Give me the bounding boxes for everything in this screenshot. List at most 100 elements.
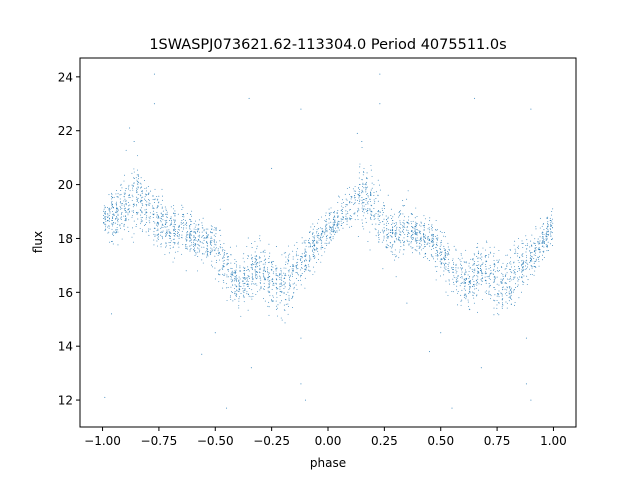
data-point xyxy=(390,208,392,210)
data-point xyxy=(129,204,131,206)
data-point xyxy=(109,210,111,212)
data-point xyxy=(466,278,468,280)
data-point xyxy=(440,262,442,264)
data-point xyxy=(162,213,164,215)
data-point xyxy=(264,251,266,253)
data-point xyxy=(407,232,409,234)
data-point xyxy=(234,288,236,289)
data-point xyxy=(144,180,146,182)
data-point xyxy=(193,235,195,236)
data-point xyxy=(502,289,504,291)
data-point xyxy=(422,247,424,249)
data-point xyxy=(247,254,249,256)
data-point xyxy=(530,240,532,242)
data-point xyxy=(471,291,473,293)
data-point xyxy=(448,270,450,272)
data-point xyxy=(128,194,130,196)
data-point xyxy=(402,230,404,232)
data-point xyxy=(108,231,110,233)
data-point xyxy=(366,210,368,212)
data-point xyxy=(369,231,371,233)
data-point xyxy=(206,247,208,249)
data-point xyxy=(457,277,459,279)
data-point xyxy=(370,216,372,218)
data-point xyxy=(428,223,430,225)
data-point xyxy=(248,288,250,289)
data-point xyxy=(170,220,172,222)
data-point xyxy=(361,192,363,194)
data-point xyxy=(314,256,316,258)
data-point xyxy=(219,246,221,248)
data-point xyxy=(211,260,213,262)
data-point xyxy=(273,284,275,286)
data-point xyxy=(325,224,327,226)
data-point xyxy=(455,269,457,271)
data-point xyxy=(161,213,163,215)
data-point xyxy=(247,293,249,295)
data-point xyxy=(398,239,400,241)
data-point xyxy=(457,257,459,259)
data-point xyxy=(263,298,264,299)
data-point xyxy=(390,231,392,233)
data-point xyxy=(222,265,224,267)
data-point xyxy=(455,248,457,250)
data-point xyxy=(193,247,195,249)
data-point xyxy=(125,202,127,204)
data-point xyxy=(318,237,320,239)
data-point xyxy=(521,269,523,271)
data-point xyxy=(206,249,208,251)
data-point xyxy=(243,285,245,287)
data-point xyxy=(436,234,438,236)
data-point xyxy=(115,218,117,220)
data-point xyxy=(398,229,400,231)
data-point xyxy=(296,248,298,250)
data-point xyxy=(170,223,171,225)
data-point xyxy=(189,228,191,230)
data-point xyxy=(476,294,478,296)
data-point xyxy=(447,251,449,252)
data-point xyxy=(242,280,244,282)
data-point xyxy=(160,220,162,222)
data-point xyxy=(444,258,445,260)
data-point xyxy=(141,200,143,201)
data-point xyxy=(137,183,139,185)
data-point xyxy=(107,215,109,217)
data-point xyxy=(428,231,430,233)
data-point xyxy=(529,260,531,261)
data-point xyxy=(539,217,541,219)
data-point xyxy=(473,297,475,299)
data-point xyxy=(452,271,454,273)
data-point xyxy=(238,305,240,307)
data-point xyxy=(423,238,424,240)
data-point xyxy=(522,259,524,261)
data-point xyxy=(444,249,446,250)
data-point xyxy=(206,254,208,256)
data-point xyxy=(525,269,527,270)
data-point xyxy=(486,276,488,278)
data-point xyxy=(472,285,474,287)
data-point xyxy=(251,289,253,291)
data-point xyxy=(165,226,167,228)
data-point xyxy=(443,245,445,247)
data-point xyxy=(358,177,360,179)
data-point xyxy=(535,260,537,262)
data-point xyxy=(366,177,368,179)
data-point xyxy=(157,221,158,223)
data-point xyxy=(217,255,219,257)
data-point xyxy=(165,210,167,211)
data-point xyxy=(416,229,418,231)
data-point xyxy=(509,287,510,289)
data-point xyxy=(145,208,147,210)
data-point xyxy=(367,196,369,198)
data-point xyxy=(444,236,446,238)
data-point xyxy=(342,207,344,208)
data-point xyxy=(216,241,217,243)
outlier-point xyxy=(214,332,216,334)
outlier-point xyxy=(153,73,155,75)
data-point xyxy=(419,252,420,254)
data-point xyxy=(292,283,294,285)
data-point xyxy=(254,283,256,285)
data-point xyxy=(304,256,306,258)
data-point xyxy=(369,249,371,251)
data-point xyxy=(387,223,389,225)
